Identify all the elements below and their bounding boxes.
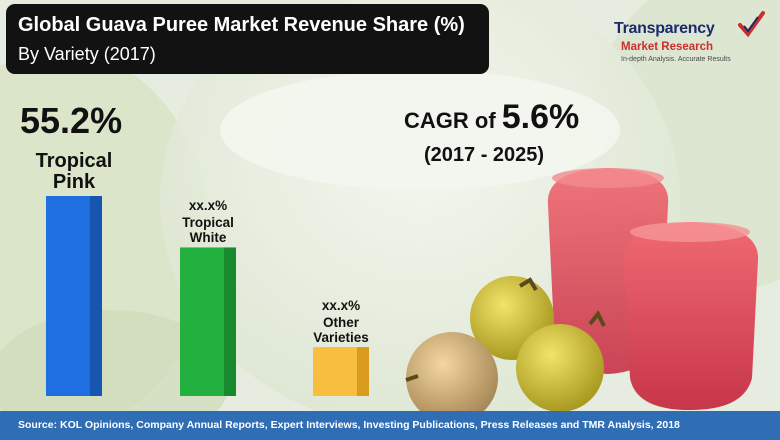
cagr-text: CAGR of 5.6% <box>404 98 579 137</box>
company-logo: Transparency Market Research In-depth An… <box>604 10 772 70</box>
category-label: Other Varieties <box>313 314 369 345</box>
source-text: Source: KOL Opinions, Company Annual Rep… <box>18 419 680 431</box>
bar-shade-tropical-pink <box>90 196 102 396</box>
bar-other-varieties <box>313 347 357 396</box>
category-label: Tropical White <box>182 215 234 245</box>
bar-tropical-white <box>180 247 224 396</box>
logo-text-primary: Transparency <box>614 20 715 37</box>
title-box: Global Guava Puree Market Revenue Share … <box>6 4 489 74</box>
category-label: Tropical Pink <box>35 149 113 194</box>
cagr-prefix: CAGR of <box>404 108 502 133</box>
chart-subtitle: By Variety (2017) <box>18 44 156 64</box>
cagr-value: 5.6% <box>501 98 580 136</box>
checkmark-icon <box>738 11 765 38</box>
source-bar: Source: KOL Opinions, Company Annual Rep… <box>0 411 780 440</box>
value-label: xx.x% <box>188 198 228 214</box>
value-label: xx.x% <box>321 297 361 313</box>
bar-tropical-pink <box>46 196 90 396</box>
cagr-period: (2017 - 2025) <box>424 144 545 166</box>
value-label: 55.2% <box>20 100 123 141</box>
chart-title: Global Guava Puree Market Revenue Share … <box>18 14 465 36</box>
bar-shade-other-varieties <box>357 347 369 396</box>
logo-tagline: In-depth Analysis. Accurate Results <box>621 56 731 63</box>
bar-shade-tropical-white <box>224 247 236 396</box>
logo-text-secondary: Market Research <box>621 41 714 53</box>
